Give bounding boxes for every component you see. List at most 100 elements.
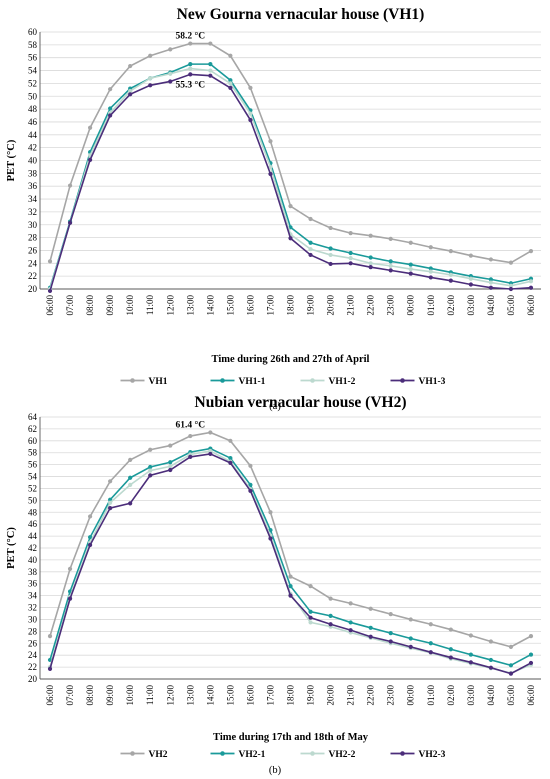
panel-label: (a): [269, 401, 281, 412]
data-point: [328, 252, 333, 258]
data-point: [328, 225, 333, 231]
chart-title: New Gourna vernacular house (VH1): [177, 6, 425, 23]
data-point: [488, 280, 493, 285]
data-point: [228, 85, 233, 90]
x-tick-label: 05:00: [506, 685, 516, 706]
data-point: [108, 87, 113, 92]
y-tick-label: 22: [28, 662, 37, 672]
x-tick-label: 23:00: [386, 685, 396, 706]
data-point: [428, 269, 433, 274]
data-point: [308, 252, 313, 258]
data-point: [248, 117, 253, 123]
y-tick-label: 44: [28, 531, 38, 541]
annotation: 61.4 °C: [176, 419, 206, 430]
legend-marker: [400, 751, 405, 756]
data-point: [468, 660, 473, 665]
x-tick-label: 06:00: [45, 685, 55, 706]
x-tick-label: 21:00: [346, 295, 356, 316]
data-point: [488, 657, 493, 663]
y-tick-label: 54: [28, 66, 38, 76]
data-point: [148, 76, 153, 81]
x-tick-label: 06:00: [526, 685, 536, 706]
y-tick-label: 60: [28, 436, 38, 446]
data-point: [67, 566, 73, 571]
series-VH2-2: [47, 448, 534, 676]
x-tick-label: 23:00: [386, 295, 396, 316]
data-point: [508, 286, 514, 292]
data-point: [408, 636, 413, 641]
data-point: [108, 113, 113, 118]
y-tick-label: 44: [28, 130, 38, 140]
y-tick-label: 26: [28, 638, 38, 648]
y-tick-label: 24: [28, 650, 38, 660]
chart-panel-1: New Gourna vernacular house (VH1) 20 22 24 2…: [6, 6, 541, 412]
data-point: [348, 250, 353, 256]
x-axis-label: Time during 26th and 27th of April: [212, 354, 370, 365]
data-point: [408, 617, 413, 622]
data-point: [448, 627, 453, 632]
x-tick-label: 19:00: [306, 295, 316, 316]
x-tick-label: 20:00: [326, 295, 336, 316]
data-point: [67, 220, 73, 225]
x-tick-label: 11:00: [145, 685, 155, 706]
data-point: [288, 574, 293, 579]
data-point: [188, 41, 193, 46]
data-point: [148, 464, 153, 470]
data-point: [208, 62, 213, 67]
x-tick-label: 09:00: [105, 295, 115, 316]
data-point: [408, 644, 413, 649]
data-point: [108, 479, 113, 484]
legend-label: VH2: [149, 750, 168, 760]
y-tick-label: 48: [28, 507, 38, 517]
data-point: [128, 457, 133, 462]
data-point: [328, 622, 333, 627]
data-point: [508, 260, 514, 265]
x-tick-label: 16:00: [245, 295, 255, 316]
data-point: [128, 482, 133, 487]
data-point: [308, 247, 313, 252]
data-point: [368, 255, 373, 260]
data-point: [528, 634, 534, 639]
legend-label: VH2-3: [419, 750, 446, 760]
data-point: [308, 609, 313, 614]
legend-marker: [130, 751, 135, 756]
data-point: [408, 262, 413, 267]
series-VH2: [47, 430, 534, 649]
x-tick-label: 03:00: [466, 685, 476, 706]
data-point: [368, 261, 373, 266]
data-point: [188, 62, 193, 67]
series-line: [49, 42, 532, 264]
data-point: [188, 433, 193, 439]
x-tick-label: 01:00: [426, 685, 436, 706]
annotation: 58.2 °C: [176, 31, 206, 42]
data-point: [488, 665, 493, 670]
data-point: [528, 279, 534, 284]
data-point: [348, 256, 353, 261]
data-point: [188, 66, 193, 71]
y-tick-label: 32: [28, 207, 37, 217]
y-tick-label: 52: [28, 78, 37, 88]
x-tick-label: 00:00: [406, 295, 416, 316]
y-tick-label: 32: [28, 603, 37, 613]
data-point: [208, 448, 213, 454]
x-tick-label: 10:00: [125, 295, 135, 316]
y-tick-label: 24: [28, 258, 38, 268]
data-point: [168, 460, 173, 465]
y-tick-label: 20: [28, 674, 38, 684]
data-point: [308, 216, 313, 222]
data-point: [428, 650, 433, 655]
data-point: [148, 53, 153, 58]
data-point: [368, 606, 373, 611]
y-tick-label: 52: [28, 483, 37, 493]
data-point: [228, 78, 233, 83]
data-point: [368, 634, 373, 639]
y-tick-label: 40: [28, 156, 38, 166]
data-point: [288, 204, 293, 209]
data-point: [488, 285, 493, 290]
data-point: [268, 536, 273, 541]
y-tick-label: 42: [28, 143, 37, 153]
y-tick-label: 62: [28, 424, 37, 434]
legend-marker: [400, 378, 405, 383]
data-point: [388, 259, 393, 264]
x-tick-label: 20:00: [326, 685, 336, 706]
